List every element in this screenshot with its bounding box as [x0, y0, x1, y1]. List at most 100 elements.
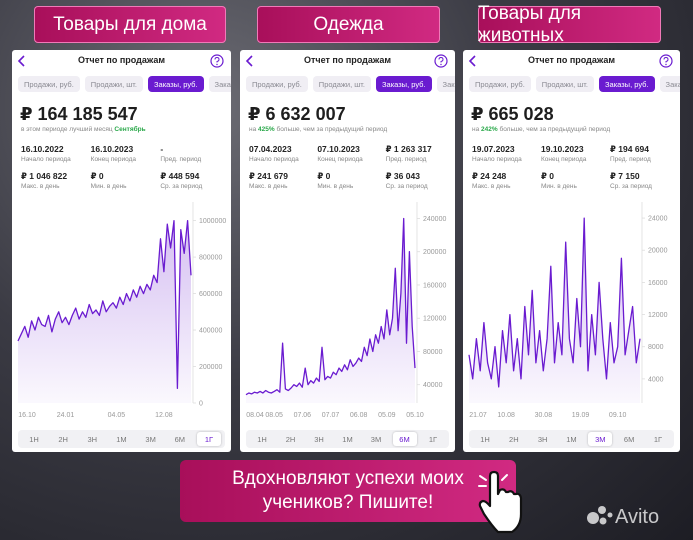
- area: [469, 218, 640, 403]
- stat-label: Начало периода: [249, 156, 299, 163]
- tab[interactable]: Заказы: [436, 76, 455, 92]
- x-tick-label: 30.08: [535, 412, 553, 419]
- cta-line: Вдохновляют успехи моих: [232, 468, 464, 489]
- period-button[interactable]: 1Г: [196, 432, 221, 446]
- period-button[interactable]: 6М: [392, 432, 417, 446]
- help-mark: [214, 56, 220, 63]
- tab-bar: Продажи, руб. Продажи, шт. Заказы, руб. Зак…: [246, 76, 455, 92]
- category-banner: Товары для дома: [34, 6, 226, 43]
- tab[interactable]: Продажи, шт.: [84, 76, 143, 92]
- tab[interactable]: Заказы, руб.: [599, 76, 655, 92]
- period-button[interactable]: 1М: [116, 434, 127, 444]
- help-dot: [665, 63, 667, 66]
- x-tick-label: 24.01: [57, 412, 75, 419]
- period-button[interactable]: 1М: [342, 434, 353, 444]
- back-button: [468, 55, 476, 67]
- y-tick-label: 200000: [423, 249, 446, 256]
- period-button[interactable]: 1М: [566, 434, 577, 444]
- stat-value: 19.10.2023: [541, 144, 584, 154]
- period-button[interactable]: 3М: [145, 434, 156, 444]
- period-button[interactable]: 1Н: [480, 434, 490, 444]
- tab[interactable]: Продажи, руб.: [246, 76, 308, 92]
- x-tick-label: 09.10: [609, 412, 627, 419]
- stat-label: Мин. в день: [317, 183, 354, 190]
- period-button[interactable]: 3Н: [314, 434, 324, 444]
- period-button[interactable]: 3Н: [537, 434, 548, 444]
- period-button[interactable]: 2Н: [285, 434, 296, 444]
- x-tick-label: 19.09: [572, 412, 590, 419]
- total-amount: ₽ 164 185 547: [20, 104, 138, 124]
- stat-label: Ср. за период: [160, 183, 203, 190]
- period-button[interactable]: 1Г: [653, 434, 663, 444]
- period-note: в этом периоде лучший месяц Сентябрь: [21, 126, 146, 133]
- click-ray: [501, 474, 508, 481]
- period-selector: 1Н 2Н 3Н 1М 3М 6М 1Г: [469, 430, 674, 448]
- stat-value: ₽ 241 679: [249, 171, 289, 181]
- tab[interactable]: Продажи, шт.: [312, 76, 371, 92]
- period-button[interactable]: 6М: [174, 434, 185, 444]
- x-tick-label: 21.07: [469, 412, 487, 419]
- stat-label: Конец периода: [90, 156, 137, 163]
- note-text: больше, чем за предыдущий период: [499, 126, 611, 133]
- chart: 0 200000 400000 600000 800000 1000000 16.10 24.…: [17, 202, 226, 419]
- stat-value: ₽ 0: [317, 171, 331, 181]
- x-tick-label: 05.10: [406, 412, 424, 419]
- tab[interactable]: Зака: [659, 76, 680, 92]
- stat-value: ₽ 0: [541, 171, 555, 181]
- watermark: Avito: [587, 506, 659, 528]
- period-button[interactable]: 1Н: [257, 434, 267, 444]
- period-selector: 1Н 2Н 3Н 1М 3М 6М 1Г: [246, 430, 449, 448]
- tab[interactable]: Продажи, шт.: [535, 76, 594, 92]
- report-panel: Отчет по продажам Продажи, руб. Продажи, ш…: [12, 50, 231, 452]
- x-tick-label: 05.09: [378, 412, 396, 419]
- stat-value: ₽ 194 694: [610, 144, 650, 154]
- stat-label: Макс. в день: [249, 183, 288, 190]
- y-tick-label: 0: [199, 401, 203, 408]
- stat-label: Мин. в день: [541, 183, 577, 190]
- period-button[interactable]: 2Н: [58, 434, 68, 444]
- period-button[interactable]: 3М: [370, 434, 382, 444]
- period-button[interactable]: 1Н: [29, 434, 39, 444]
- help-button: [434, 54, 448, 68]
- cta-banner[interactable]: Вдохновляют успехи моих учеников? Пишите!: [180, 460, 516, 522]
- tab[interactable]: Продажи, руб.: [469, 76, 531, 92]
- logo-dot: [587, 512, 599, 524]
- y-tick-label: 16000: [648, 280, 668, 287]
- x-tick-label: 10.08: [497, 412, 515, 419]
- help-button: [210, 54, 224, 68]
- help-mark: [438, 56, 444, 63]
- back-button: [17, 55, 25, 67]
- stat-label: Начало периода: [472, 156, 522, 163]
- tab[interactable]: Заказы, руб.: [148, 76, 204, 92]
- period-button[interactable]: 6М: [623, 434, 635, 444]
- stat-label: Конец периода: [317, 156, 363, 163]
- x-tick-label: 07.06: [294, 412, 312, 419]
- note-highlight: 425%: [258, 126, 275, 133]
- period-button[interactable]: 3М: [588, 432, 613, 446]
- stat-value: ₽ 0: [90, 171, 104, 181]
- x-tick-label: 12.08: [155, 412, 173, 419]
- logo-dot: [598, 506, 606, 514]
- y-tick-label: 12000: [648, 312, 668, 319]
- note-highlight: Сентябрь: [114, 126, 146, 133]
- x-tick-label: 08.04: [246, 412, 264, 419]
- period-button[interactable]: 2Н: [509, 434, 519, 444]
- period-button[interactable]: 1Г: [428, 434, 438, 444]
- header-icons: [245, 54, 448, 68]
- tab[interactable]: Заказы, руб.: [376, 76, 432, 92]
- y-tick-label: 800000: [199, 255, 222, 262]
- header-icons: [468, 54, 673, 68]
- stat-value: ₽ 24 248: [472, 171, 507, 181]
- note-text: в этом периоде лучший месяц: [21, 126, 113, 133]
- stat-value: 16.10.2022: [21, 144, 64, 154]
- hand-icon: [478, 470, 523, 534]
- note-text: на: [249, 126, 257, 133]
- tab[interactable]: Продажи, руб.: [18, 76, 80, 92]
- y-tick-label: 24000: [648, 216, 668, 223]
- x-tick-label: 16.10: [18, 412, 36, 419]
- period-button[interactable]: 3Н: [87, 434, 98, 444]
- tab[interactable]: Заказ: [208, 76, 231, 92]
